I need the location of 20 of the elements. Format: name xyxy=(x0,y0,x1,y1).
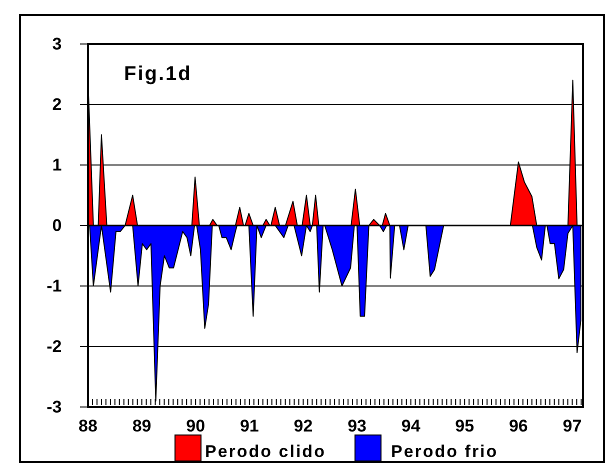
y-tick-label: 2 xyxy=(52,94,62,114)
x-tick-label: 91 xyxy=(240,416,259,436)
legend-label: Perodo clido xyxy=(205,442,326,461)
y-tick-label: -2 xyxy=(46,336,62,356)
x-tick-label: 95 xyxy=(455,416,474,436)
x-tick-label: 93 xyxy=(348,416,366,436)
y-tick-label: -1 xyxy=(46,276,62,296)
x-tick-label: 97 xyxy=(562,416,582,436)
x-tick-label: 92 xyxy=(294,416,313,436)
x-tick-label: 94 xyxy=(401,416,421,436)
x-tick-label: 90 xyxy=(186,416,206,436)
y-tick-label: 3 xyxy=(52,34,62,54)
y-tick-label: 0 xyxy=(52,216,62,235)
y-tick-label: -3 xyxy=(46,397,62,416)
x-tick-label: 96 xyxy=(508,416,528,436)
legend-label: Perodo frio xyxy=(391,442,498,461)
text: Fig.1d xyxy=(124,63,192,85)
x-tick-label: 88 xyxy=(78,416,98,436)
y-tick-label: 1 xyxy=(52,155,62,174)
x-tick-label: 89 xyxy=(132,416,152,436)
